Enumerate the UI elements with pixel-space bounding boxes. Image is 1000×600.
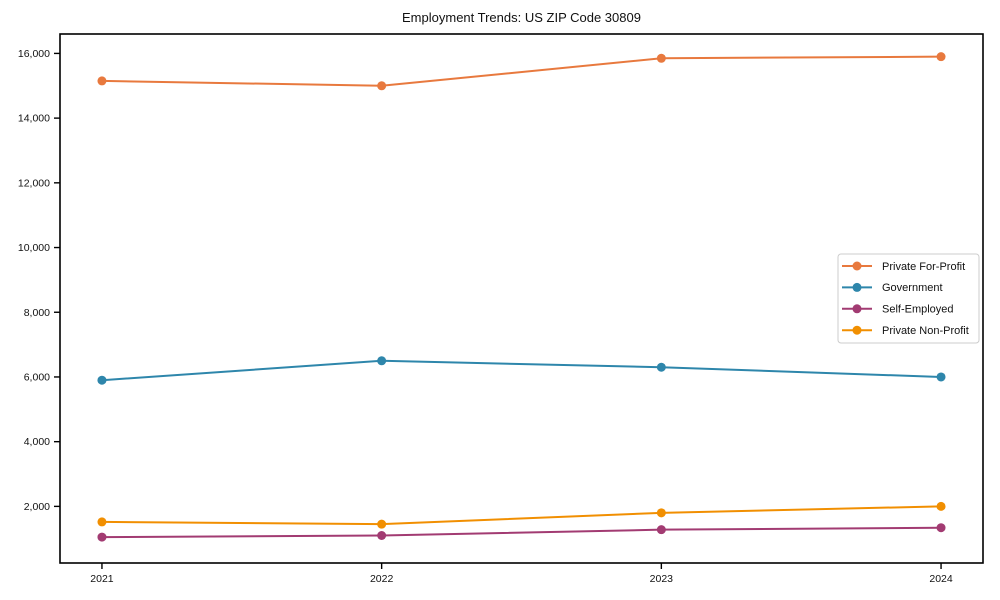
- series-line-private-for-profit: [100, 55, 943, 87]
- y-axis-tick-label: 10,000: [18, 242, 50, 254]
- y-axis-tick-label: 4,000: [24, 436, 50, 448]
- legend-item-label: Self-Employed: [882, 304, 954, 316]
- data-point-marker: [377, 519, 387, 529]
- y-axis-tick-label: 12,000: [18, 177, 50, 189]
- x-axis-tick-label: 2023: [650, 573, 674, 585]
- series-line-private-non-profit: [100, 505, 943, 526]
- data-point-marker: [97, 532, 107, 542]
- legend-item-label: Government: [882, 282, 943, 294]
- chart-title: Employment Trends: US ZIP Code 30809: [402, 10, 641, 25]
- legend-swatch-marker-icon: [852, 304, 862, 314]
- data-point-marker: [656, 525, 666, 535]
- x-axis-tick-label: 2022: [370, 573, 394, 585]
- data-point-marker: [377, 356, 387, 366]
- data-point-marker: [377, 530, 387, 540]
- x-axis-tick-label: 2021: [90, 573, 114, 585]
- legend-swatch-marker-icon: [852, 325, 862, 335]
- legend-box: [837, 253, 980, 344]
- legend-item-label: Private Non-Profit: [882, 325, 969, 337]
- data-point-marker: [97, 76, 107, 86]
- data-point-marker: [656, 508, 666, 518]
- y-axis-tick-label: 8,000: [24, 307, 50, 319]
- legend-item-label: Private For-Profit: [882, 261, 965, 273]
- y-axis-tick-label: 2,000: [24, 501, 50, 513]
- series-line-government: [100, 359, 943, 382]
- data-point-marker: [656, 53, 666, 63]
- y-axis-tick-label: 6,000: [24, 371, 50, 383]
- legend-swatch-marker-icon: [852, 282, 862, 292]
- data-point-marker: [936, 501, 946, 511]
- data-point-marker: [377, 81, 387, 91]
- data-point-marker: [936, 523, 946, 533]
- x-axis-tick-label: 2024: [929, 573, 953, 585]
- data-point-marker: [656, 362, 666, 372]
- data-point-marker: [97, 375, 107, 385]
- data-point-marker: [97, 517, 107, 527]
- data-point-marker: [936, 372, 946, 382]
- data-point-marker: [936, 52, 946, 62]
- y-axis-tick-label: 14,000: [18, 113, 50, 125]
- y-axis-tick-label: 16,000: [18, 48, 50, 60]
- legend-swatch-marker-icon: [852, 261, 862, 271]
- plot-frame: [59, 33, 984, 564]
- series-line-self-employed: [100, 526, 943, 539]
